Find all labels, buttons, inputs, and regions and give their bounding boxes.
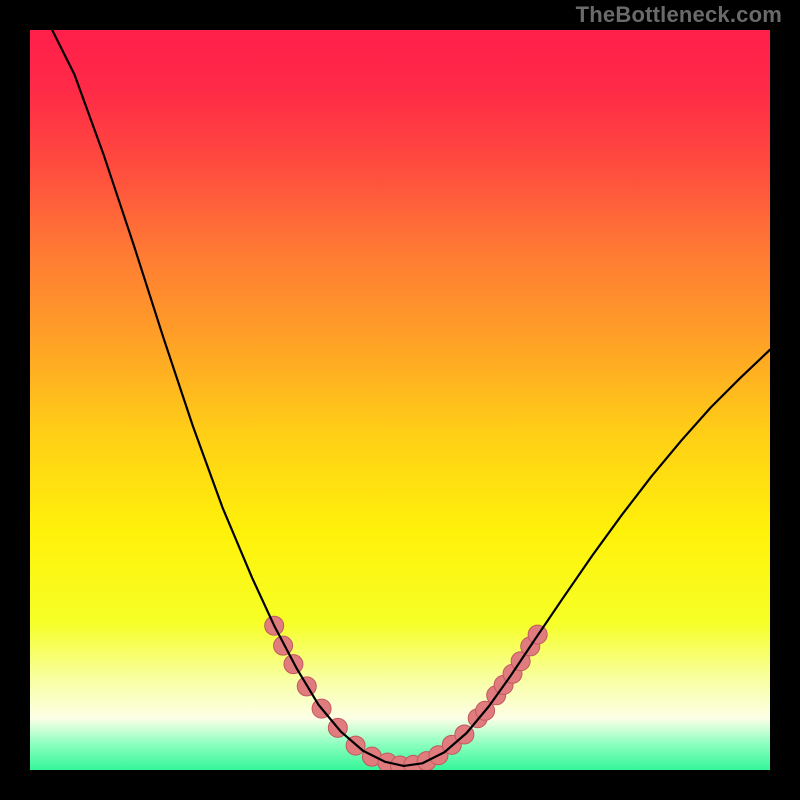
bottleneck-chart — [0, 0, 800, 800]
chart-container: { "canvas": { "width": 800, "height": 80… — [0, 0, 800, 800]
data-dot — [274, 636, 293, 655]
watermark-text: TheBottleneck.com — [576, 2, 782, 28]
plot-background-gradient — [30, 30, 770, 770]
